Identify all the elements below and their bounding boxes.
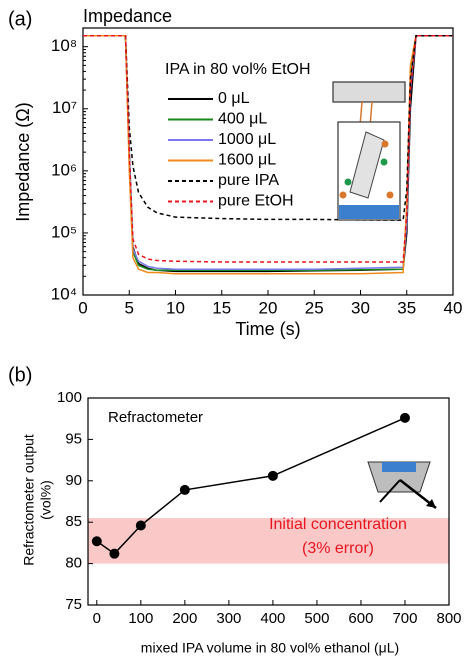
x-tick-label: 35 [397, 298, 416, 317]
x-tick-label: 30 [351, 298, 370, 317]
data-point [135, 520, 146, 531]
annotation: Initial concentration [269, 516, 407, 533]
panel-label: (a) [8, 8, 32, 30]
x-tick-label: 20 [259, 298, 278, 317]
y-axis-label: Impedance (Ω) [13, 102, 33, 222]
y-axis-label: (vol%) [38, 480, 54, 520]
legend-title: IPA in 80 vol% EtOH [165, 61, 311, 78]
x-tick-label: 800 [436, 610, 461, 627]
data-point [179, 484, 190, 495]
y-axis-label: Refractometer output [21, 434, 37, 566]
annotation: (3% error) [302, 540, 374, 557]
sensor-illustration [332, 81, 406, 221]
chart-1: 0 100 200 300 400 500 600 700 800 75 80 85 90 95 100 (b… [8, 364, 462, 655]
x-tick-label: 400 [260, 610, 285, 627]
data-point [109, 548, 120, 559]
error-band [88, 518, 449, 564]
x-tick-label: 200 [172, 610, 197, 627]
x-tick-label: 10 [166, 298, 185, 317]
legend-label: pure EtOH [218, 193, 294, 210]
y-tick-label: 10⁶ [51, 160, 77, 179]
data-line [83, 35, 453, 263]
y-tick-label: 10⁵ [51, 222, 77, 241]
legend-label: 0 μL [218, 90, 250, 107]
plot-frame [87, 397, 450, 606]
y-tick-label: 100 [57, 389, 82, 406]
legend-label: 400 μL [218, 111, 267, 128]
y-tick-label: 75 [65, 596, 82, 613]
data-point [399, 412, 410, 423]
x-tick-label: 300 [216, 610, 241, 627]
x-tick-label: 5 [125, 298, 134, 317]
data-point [91, 536, 102, 547]
legend-label: pure IPA [218, 172, 279, 189]
y-tick-label: 85 [65, 513, 82, 530]
legend-label: 1000 μL [218, 131, 276, 148]
x-tick-label: 700 [392, 610, 417, 627]
chart-0: 0 5 10 15 20 25 30 35 40 10⁴ 10⁵ 10⁶ 10⁷ 10⁸ (a) Impeda… [8, 6, 462, 339]
data-point [267, 470, 278, 481]
legend-label: 1600 μL [218, 152, 276, 169]
x-tick-label: 0 [93, 610, 101, 627]
x-axis-label: Time (s) [235, 319, 300, 339]
x-tick-label: 600 [348, 610, 373, 627]
chart-title: Impedance [83, 6, 172, 26]
y-tick-label: 10⁴ [51, 284, 77, 303]
x-tick-label: 40 [444, 298, 463, 317]
y-tick-label: 10⁸ [51, 36, 77, 55]
y-tick-label: 90 [65, 472, 82, 489]
panel-label: (b) [8, 364, 32, 386]
x-tick-label: 25 [305, 298, 324, 317]
y-tick-label: 10⁷ [52, 98, 77, 117]
refractometer-illustration [367, 461, 437, 509]
x-axis-label: mixed IPA volume in 80 vol% ethanol (μL) [141, 640, 399, 656]
x-tick-label: 100 [128, 610, 153, 627]
x-tick-label: 500 [304, 610, 329, 627]
x-tick-label: 15 [212, 298, 231, 317]
x-tick-label: 0 [78, 298, 87, 317]
y-tick-label: 95 [65, 430, 82, 447]
y-tick-label: 80 [65, 555, 82, 572]
chart-title: Refractometer [108, 409, 203, 426]
